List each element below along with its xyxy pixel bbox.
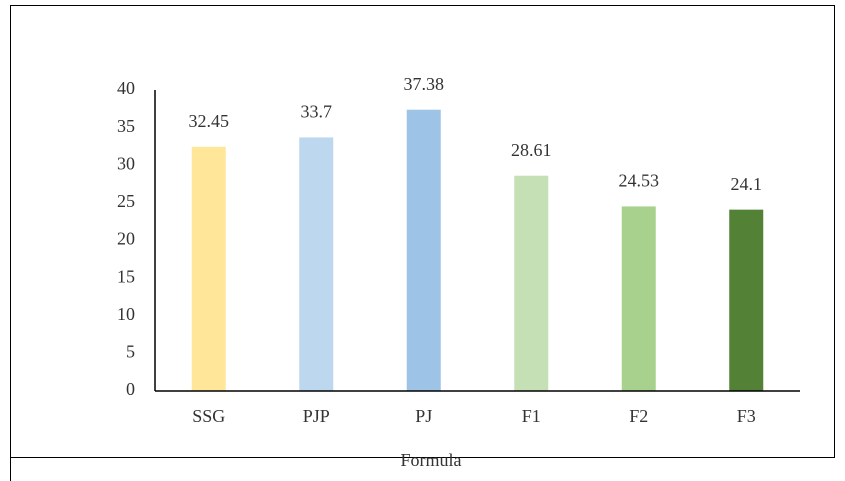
- data-label: 24.53: [619, 171, 660, 191]
- y-tick-label: 10: [117, 304, 135, 324]
- data-label: 37.38: [404, 74, 445, 94]
- x-tick-label: PJP: [303, 406, 330, 426]
- bar: [406, 109, 441, 391]
- data-label: 33.7: [301, 102, 333, 122]
- data-label: 32.45: [189, 111, 230, 131]
- x-tick-label: F1: [522, 406, 541, 426]
- y-tick-label: 25: [117, 191, 135, 211]
- bar: [514, 175, 549, 391]
- x-axis-label: Formula: [401, 450, 462, 470]
- data-label: 24.1: [731, 174, 763, 194]
- x-tick-label: F2: [629, 406, 648, 426]
- y-tick-label: 5: [126, 342, 135, 362]
- y-tick-label: 15: [117, 266, 135, 286]
- x-tick-label: PJ: [415, 406, 432, 426]
- bar: [621, 206, 656, 391]
- bar: [191, 146, 226, 391]
- chart-frame: [10, 5, 835, 458]
- x-tick-label: F3: [737, 406, 756, 426]
- y-tick-label: 30: [117, 153, 135, 173]
- bar: [299, 137, 334, 391]
- y-tick-label: 0: [126, 379, 135, 399]
- y-tick-label: 35: [117, 116, 135, 136]
- y-tick-label: 40: [117, 78, 135, 98]
- bar: [729, 209, 764, 391]
- data-label: 28.61: [511, 140, 552, 160]
- x-tick-label: SSG: [192, 406, 225, 426]
- y-tick-label: 20: [117, 229, 135, 249]
